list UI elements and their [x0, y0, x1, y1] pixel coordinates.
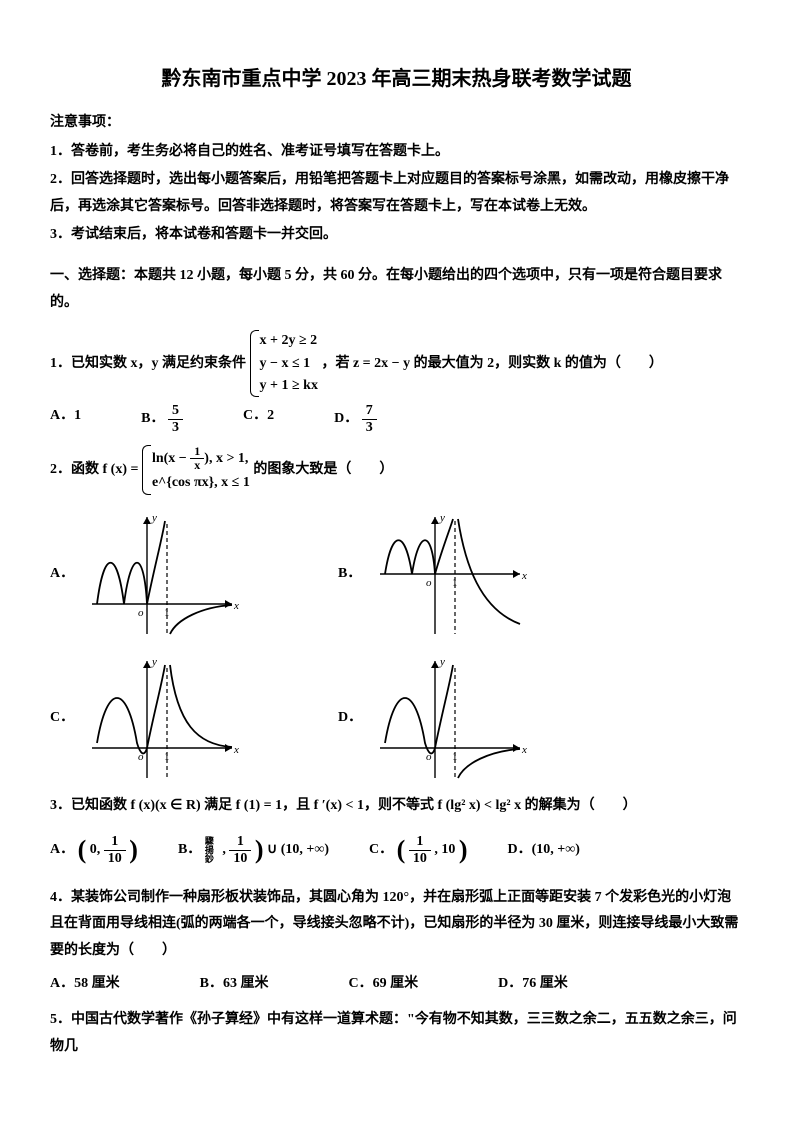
q2-graph-b: o x y 1	[370, 509, 530, 639]
q3-c-a: , 10	[434, 842, 455, 857]
question-2: 2．函数 f (x) = ln(x − 1x), x > 1, e^{cos π…	[50, 445, 743, 495]
q4-opt-d: D．76 厘米	[498, 971, 568, 998]
q1-b-num: 5	[168, 403, 183, 419]
svg-text:x: x	[521, 570, 527, 582]
q1-d-num: 7	[362, 403, 377, 419]
q3-b-num: 1	[229, 834, 251, 850]
q3-a-num: 1	[104, 834, 126, 850]
q1-constraint: y + 1 ≥ kx	[260, 375, 318, 397]
q3-b-garble: 驟揚鈔	[205, 837, 219, 864]
q2-opt-a-label: A．	[50, 561, 74, 588]
q1-opt-c: C．2	[243, 403, 274, 435]
q1-options: A．1 B． 53 C．2 D． 73	[50, 403, 743, 435]
q3-b-a: ,	[222, 842, 226, 857]
q1-opt-d: D． 73	[334, 403, 377, 435]
q3-a-den: 10	[104, 851, 126, 866]
q4-options: A．58 厘米 B．63 厘米 C．69 厘米 D．76 厘米	[50, 971, 743, 998]
instruction-line: 1．答卷前，考生务必将自己的姓名、准考证号填写在答题卡上。	[50, 139, 743, 166]
q3-a-pre: A．	[50, 842, 74, 857]
svg-text:y: y	[439, 656, 445, 668]
q3-opt-b: B． 驟揚鈔 , 110 ) ∪ (10, +∞)	[178, 825, 329, 874]
q1-constraint: y − x ≤ 1	[260, 353, 318, 375]
page-title: 黔东南市重点中学 2023 年高三期末热身联考数学试题	[50, 60, 743, 98]
q1-d-prefix: D．	[334, 411, 358, 426]
section-1-header: 一、选择题：本题共 12 小题，每小题 5 分，共 60 分。在每小题给出的四个…	[50, 263, 743, 316]
q2-post: 的图象大致是（ ）	[253, 462, 393, 477]
question-5: 5．中国古代数学著作《孙子算经》中有这样一道算术题："今有物不知其数，三三数之余…	[50, 1007, 743, 1060]
q2-graph-a: o x y 1	[82, 509, 242, 639]
q2-graph-row-1: A． o x y 1 B． o x y	[50, 509, 743, 639]
svg-text:y: y	[151, 512, 157, 524]
q1-pre: 1．已知实数 x，y 满足约束条件	[50, 356, 246, 371]
q2-case1-a: ln(x −	[152, 451, 190, 466]
q1-opt-b: B． 53	[141, 403, 183, 435]
q3-b-den: 10	[229, 851, 251, 866]
q2-case1-b: ), x > 1,	[204, 451, 248, 466]
q4-opt-b: B．63 厘米	[200, 971, 269, 998]
q2-opt-b-label: B．	[338, 561, 362, 588]
q2-graph-a-pair: A． o x y 1	[50, 509, 242, 639]
q3-c-num: 1	[409, 834, 431, 850]
q2-case1: ln(x − 1x), x > 1,	[152, 445, 250, 472]
question-3: 3．已知函数 f (x)(x ∈ R) 满足 f (1) = 1，且 f ′(x…	[50, 793, 743, 820]
q2-graph-d: o x y 1	[370, 653, 530, 783]
instruction-line: 3．考试结束后，将本试卷和答题卡一并交回。	[50, 222, 743, 249]
q3-opt-a: A． ( 0, 110 )	[50, 825, 138, 874]
paren-close-icon: )	[129, 835, 138, 864]
q3-b-pre: B．	[178, 842, 201, 857]
q1-d-den: 3	[362, 420, 377, 435]
question-1: 1．已知实数 x，y 满足约束条件 x + 2y ≥ 2 y − x ≤ 1 y…	[50, 330, 743, 397]
q4-opt-c: C．69 厘米	[348, 971, 418, 998]
q2-graph-c: o x y 1	[82, 653, 242, 783]
q2-graph-d-pair: D． o x y 1	[338, 653, 530, 783]
q1-opt-a: A．1	[50, 403, 81, 435]
svg-text:o: o	[138, 607, 144, 619]
q4-opt-a: A．58 厘米	[50, 971, 120, 998]
q3-opt-c: C． ( 110 , 10 )	[369, 825, 467, 874]
q2-graph-row-2: C． o x y 1 D． o x y 1	[50, 653, 743, 783]
q1-constraint: x + 2y ≥ 2	[260, 330, 318, 352]
q3-c-pre: C．	[369, 842, 393, 857]
svg-text:x: x	[521, 744, 527, 756]
q2-opt-d-label: D．	[338, 705, 362, 732]
paren-open-icon: (	[78, 835, 87, 864]
svg-text:o: o	[426, 577, 432, 589]
paren-open-icon: (	[397, 835, 406, 864]
svg-text:y: y	[151, 656, 157, 668]
q1-b-den: 3	[168, 420, 183, 435]
q3-options: A． ( 0, 110 ) B． 驟揚鈔 , 110 ) ∪ (10, +∞) …	[50, 825, 743, 874]
q3-a-a: 0,	[90, 842, 101, 857]
q1-b-prefix: B．	[141, 411, 164, 426]
q2-pre: 2．函数 f (x) =	[50, 462, 142, 477]
svg-text:x: x	[233, 744, 239, 756]
q2-case1-den: x	[190, 459, 204, 472]
q1-post: ，若 z = 2x − y 的最大值为 2，则实数 k 的值为（ ）	[321, 356, 662, 371]
q2-opt-c-label: C．	[50, 705, 74, 732]
paren-close-icon: )	[459, 835, 468, 864]
q2-graph-b-pair: B． o x y 1	[338, 509, 530, 639]
svg-text:y: y	[439, 512, 445, 524]
q2-case1-num: 1	[190, 445, 204, 459]
q3-b-mid: ∪ (10, +∞)	[267, 842, 329, 857]
q2-case2: e^{cos πx}, x ≤ 1	[152, 472, 250, 494]
q2-cases: ln(x − 1x), x > 1, e^{cos πx}, x ≤ 1	[142, 445, 250, 495]
q1-constraints: x + 2y ≥ 2 y − x ≤ 1 y + 1 ≥ kx	[250, 330, 318, 397]
instructions-header: 注意事项：	[50, 110, 743, 137]
question-4: 4．某装饰公司制作一种扇形板状装饰品，其圆心角为 120°，并在扇形弧上正面等距…	[50, 885, 743, 965]
q3-opt-d: D．(10, +∞)	[507, 837, 579, 864]
instruction-line: 2．回答选择题时，选出每小题答案后，用铅笔把答题卡上对应题目的答案标号涂黑，如需…	[50, 167, 743, 220]
svg-text:x: x	[233, 600, 239, 612]
instructions-block: 注意事项： 1．答卷前，考生务必将自己的姓名、准考证号填写在答题卡上。 2．回答…	[50, 110, 743, 249]
q3-c-den: 10	[409, 851, 431, 866]
q2-graph-c-pair: C． o x y 1	[50, 653, 242, 783]
